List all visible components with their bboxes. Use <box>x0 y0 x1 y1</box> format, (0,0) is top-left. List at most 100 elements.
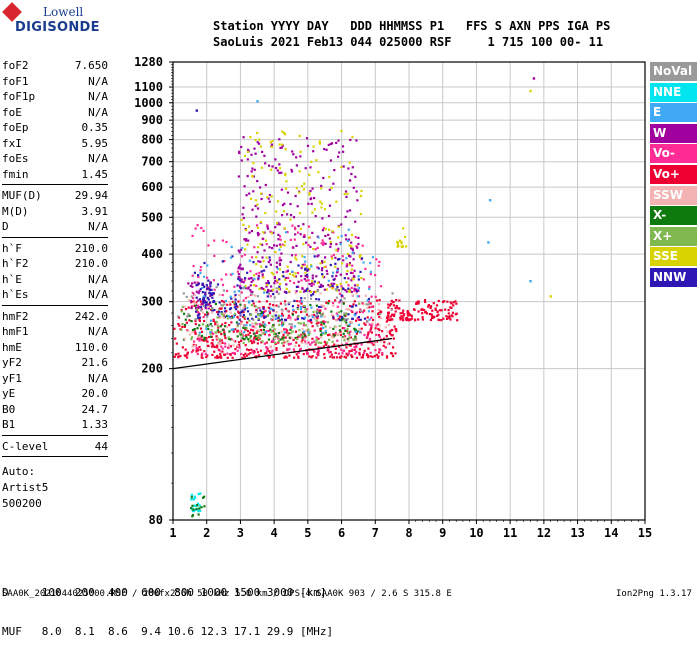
param-name: hmF2 <box>2 309 29 323</box>
echo-point <box>334 331 337 334</box>
echo-point <box>317 254 320 257</box>
param-name: hmE <box>2 340 22 354</box>
echo-point <box>313 350 316 353</box>
legend-item-nnw: NNW <box>650 267 697 287</box>
echo-point <box>188 299 191 302</box>
echo-point <box>240 218 243 221</box>
echo-point <box>319 333 323 336</box>
param-name: h`E <box>2 272 22 286</box>
echo-point <box>357 236 360 239</box>
echo-point <box>280 330 283 333</box>
echo-point <box>314 343 317 346</box>
echo-point <box>310 265 313 268</box>
echo-point <box>283 341 286 344</box>
echo-point <box>294 253 297 257</box>
echo-point <box>289 336 292 339</box>
echo-point <box>191 285 194 288</box>
echo-point <box>253 147 256 150</box>
echo-point <box>195 284 198 287</box>
echo-point <box>345 312 348 315</box>
echo-point <box>307 333 311 337</box>
echo-point <box>276 267 279 270</box>
echo-point <box>309 297 313 300</box>
echo-point <box>391 313 394 316</box>
echo-point <box>260 310 263 314</box>
echo-point <box>294 194 297 198</box>
echo-point <box>210 288 213 291</box>
echo-point <box>209 322 212 326</box>
echo-point <box>257 338 260 341</box>
echo-point <box>183 325 186 328</box>
echo-point <box>256 141 259 144</box>
echo-point <box>219 307 222 310</box>
echo-point <box>195 296 198 299</box>
echo-point <box>240 278 243 281</box>
echo-point <box>333 169 336 172</box>
echo-point <box>310 202 313 205</box>
echo-point <box>329 355 332 358</box>
echo-point <box>363 333 366 337</box>
echo-point <box>249 284 252 287</box>
echo-point <box>231 351 234 355</box>
echo-point <box>340 319 343 322</box>
echo-point <box>267 306 270 309</box>
echo-point <box>318 311 321 314</box>
echo-point <box>340 287 343 290</box>
echo-point <box>435 304 439 307</box>
autoscaling-info: Auto: Artist5 500200 <box>2 464 48 512</box>
param-name: h`Es <box>2 288 29 301</box>
echo-point <box>319 336 323 339</box>
echo-point <box>255 315 258 318</box>
param-row: hmE 110.0 <box>2 340 108 356</box>
echo-point <box>294 336 297 340</box>
echo-point <box>351 348 354 351</box>
echo-point <box>220 356 223 359</box>
echo-point <box>287 316 290 319</box>
echo-point <box>252 302 255 305</box>
echo-point <box>297 264 300 267</box>
echo-point <box>392 304 395 307</box>
echo-point <box>343 297 346 300</box>
echo-point <box>308 236 311 239</box>
echo-point <box>220 333 223 336</box>
echo-point <box>240 255 244 258</box>
echo-point <box>422 308 426 312</box>
echo-point <box>294 330 298 333</box>
echo-point <box>333 356 336 359</box>
echo-point <box>284 172 287 175</box>
echo-point <box>334 299 337 302</box>
echo-point <box>217 326 220 329</box>
echo-point <box>199 269 202 272</box>
echo-point <box>410 317 414 320</box>
echo-point <box>248 231 251 234</box>
echo-point <box>240 352 243 356</box>
echo-point <box>243 338 246 341</box>
echo-point <box>240 311 243 314</box>
echo-point <box>323 260 326 263</box>
echo-point <box>192 498 195 501</box>
echo-point <box>220 278 223 281</box>
echo-point <box>260 286 263 290</box>
echo-point <box>377 334 381 337</box>
echo-point <box>378 315 381 319</box>
echo-point <box>204 313 207 316</box>
echo-point <box>370 324 373 327</box>
echo-point <box>234 340 237 343</box>
echo-point <box>298 191 301 194</box>
echo-point <box>294 228 297 231</box>
echo-point <box>303 297 306 300</box>
echo-point <box>355 344 358 347</box>
echo-point <box>337 225 340 228</box>
echo-point <box>306 352 309 355</box>
echo-point <box>291 313 295 316</box>
echo-point <box>196 352 199 356</box>
echo-point <box>257 277 260 280</box>
echo-point <box>199 327 203 330</box>
echo-point <box>359 318 362 321</box>
echo-point <box>265 282 268 285</box>
echo-point <box>230 245 233 249</box>
param-value: 3.91 <box>81 204 109 218</box>
echo-point <box>237 341 241 344</box>
echo-point <box>194 304 197 307</box>
echo-point <box>220 345 223 348</box>
